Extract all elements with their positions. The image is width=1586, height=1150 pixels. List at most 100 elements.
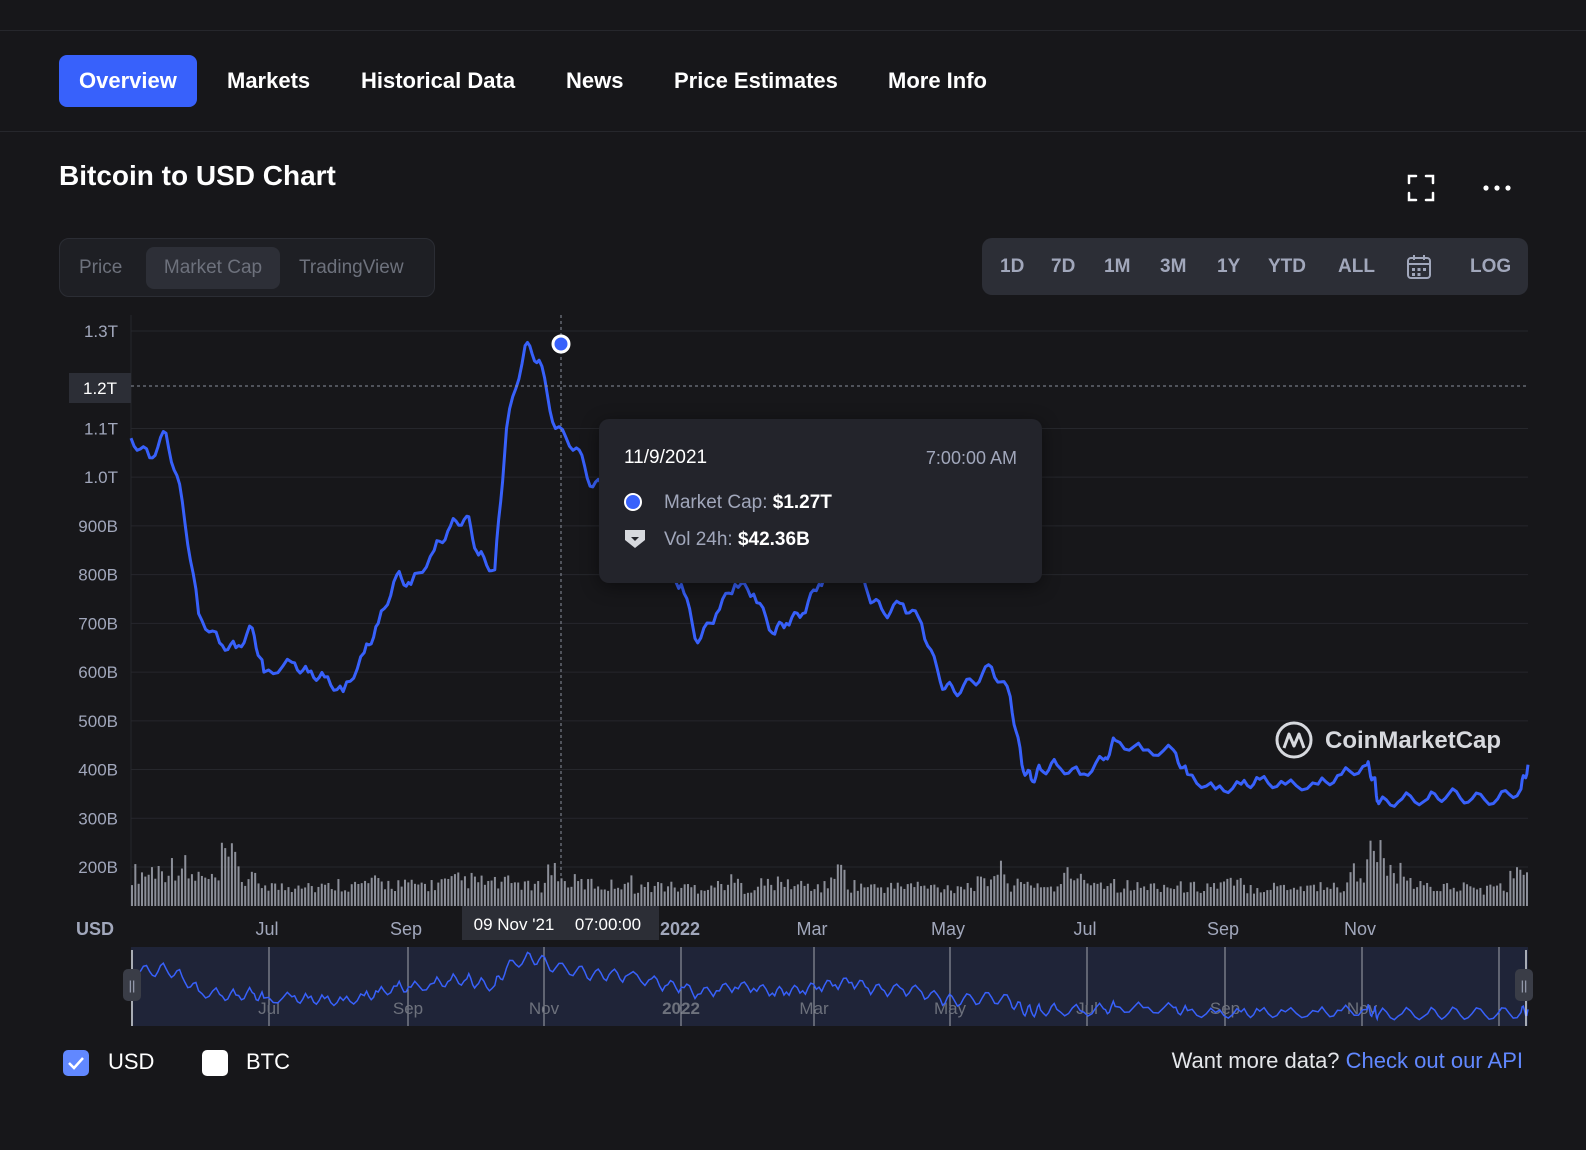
volume-icon <box>623 527 647 556</box>
volume-bar <box>663 891 666 906</box>
volume-bar <box>430 880 433 906</box>
chart-view-toggle: Price Market Cap TradingView <box>59 238 435 297</box>
volume-bar <box>1059 884 1062 906</box>
volume-bar <box>713 887 716 906</box>
volume-bar <box>1459 890 1462 906</box>
volume-bar <box>816 884 819 906</box>
range-3m-button[interactable]: 3M <box>1160 256 1187 277</box>
volume-bar <box>1086 883 1089 906</box>
navigator-tick-label: Sep <box>393 999 423 1018</box>
volume-bar <box>1023 883 1026 906</box>
volume-bar <box>1089 885 1092 906</box>
btc-checkbox[interactable] <box>202 1050 228 1076</box>
range-ytd-button[interactable]: YTD <box>1268 256 1306 277</box>
volume-bar <box>1246 893 1249 906</box>
navigator-left-handle[interactable] <box>123 969 141 1001</box>
volume-bar <box>480 875 483 906</box>
range-1m-button[interactable]: 1M <box>1104 256 1131 277</box>
btc-label: BTC <box>246 1049 290 1074</box>
view-tradingview-button[interactable]: TradingView <box>299 257 404 278</box>
volume-bar <box>1406 880 1409 906</box>
volume-bar <box>260 888 263 906</box>
volume-bar <box>530 890 533 906</box>
volume-bar <box>517 882 520 906</box>
volume-bar <box>1013 885 1016 906</box>
tab-more-info[interactable]: More Info <box>888 68 987 93</box>
volume-bar <box>1133 889 1136 906</box>
volume-bar <box>1063 872 1066 906</box>
volume-bar <box>617 887 620 906</box>
volume-bar <box>310 886 313 906</box>
volume-bar <box>1066 867 1069 906</box>
volume-bar <box>983 878 986 906</box>
volume-bar <box>483 884 486 906</box>
navigator-right-handle[interactable] <box>1515 969 1533 1001</box>
volume-bar <box>390 888 393 906</box>
tab-overview[interactable]: Overview <box>59 55 197 107</box>
volume-bar <box>1123 888 1126 906</box>
volume-bar <box>1429 886 1432 906</box>
view-price-button[interactable]: Price <box>79 257 123 278</box>
volume-bar <box>1136 882 1139 906</box>
volume-bar <box>893 888 896 906</box>
volume-bar <box>587 879 590 906</box>
calendar-icon[interactable] <box>1406 254 1432 280</box>
log-scale-button[interactable]: LOG <box>1470 256 1512 277</box>
volume-bar <box>254 872 257 906</box>
volume-bar <box>597 886 600 906</box>
volume-bar <box>1186 892 1189 906</box>
volume-bar <box>683 884 686 906</box>
volume-bar <box>487 880 490 906</box>
view-market-cap-button[interactable]: Market Cap <box>146 247 280 289</box>
volume-bar <box>533 883 536 906</box>
volume-bar <box>1279 885 1282 906</box>
range-7d-button[interactable]: 7D <box>1051 256 1076 277</box>
x-tick-label: Sep <box>390 919 422 939</box>
volume-bar <box>1452 887 1455 906</box>
tabs-divider <box>0 131 1586 132</box>
volume-bar <box>580 878 583 906</box>
y-tick-label: 900B <box>78 517 118 536</box>
volume-bar <box>906 884 909 906</box>
usd-checkbox[interactable] <box>63 1050 89 1076</box>
volume-bar <box>147 874 150 906</box>
volume-bar <box>800 880 803 906</box>
volume-bar <box>224 848 227 906</box>
market-cap-line <box>129 340 1530 808</box>
range-navigator[interactable] <box>131 947 1528 1026</box>
range-1y-button[interactable]: 1Y <box>1217 256 1241 277</box>
volume-bar <box>347 891 350 906</box>
volume-bar <box>1183 892 1186 906</box>
volume-bar <box>637 892 640 906</box>
volume-bar <box>217 880 220 906</box>
volume-bar <box>873 884 876 906</box>
crosshair-x-time: 07:00:00 <box>575 915 641 934</box>
volume-bar <box>1456 891 1459 906</box>
volume-bar <box>1269 889 1272 906</box>
volume-bar <box>1243 884 1246 906</box>
volume-bar <box>1342 891 1345 906</box>
market-cap-chart[interactable]: 1.3T 1.1T 1.0T 900B 800B 700B 600B 500B 400B 300B… <box>0 300 1586 1040</box>
volume-bar <box>180 868 183 906</box>
volume-bar <box>550 875 553 906</box>
volume-bar <box>214 877 217 906</box>
api-link[interactable]: Check out our API <box>1345 1048 1523 1073</box>
volume-bar <box>1276 886 1279 906</box>
tab-historical-data[interactable]: Historical Data <box>361 68 516 93</box>
volume-bar <box>743 893 746 906</box>
volume-bar <box>337 879 340 906</box>
tab-markets[interactable]: Markets <box>227 68 311 93</box>
volume-bar <box>896 882 899 906</box>
range-1d-button[interactable]: 1D <box>1000 256 1025 277</box>
volume-bar <box>720 883 723 906</box>
volume-bar <box>404 879 407 906</box>
tab-price-estimates[interactable]: Price Estimates <box>674 68 838 93</box>
range-all-button[interactable]: ALL <box>1338 256 1375 277</box>
volume-bar <box>843 869 846 906</box>
tab-news[interactable]: News <box>566 68 624 93</box>
volume-bar <box>1209 886 1212 906</box>
fullscreen-icon[interactable] <box>1405 172 1437 204</box>
x-tick-label: Jul <box>255 919 278 939</box>
volume-bar <box>1372 850 1375 906</box>
more-icon[interactable] <box>1481 172 1513 204</box>
